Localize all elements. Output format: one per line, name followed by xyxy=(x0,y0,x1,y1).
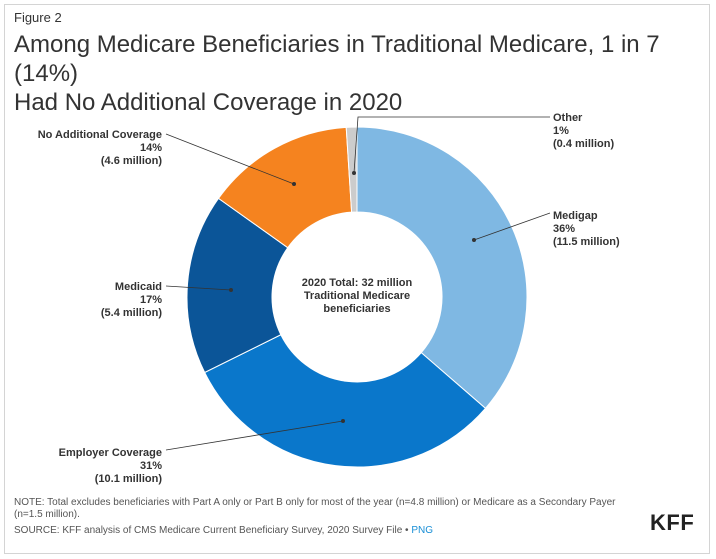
other-label-value: (0.4 million) xyxy=(553,138,614,150)
no-additional-coverage-label-percent: 14% xyxy=(140,142,162,154)
slice-medigap xyxy=(356,126,528,410)
leader-dot-medicaid xyxy=(229,288,233,292)
leader-dot-other xyxy=(352,171,356,175)
no-additional-coverage-label-value: (4.6 million) xyxy=(101,155,162,167)
leader-dot-employer-coverage xyxy=(341,419,345,423)
medigap-label-value: (11.5 million) xyxy=(553,236,620,248)
chart-note: NOTE: Total excludes beneficiaries with … xyxy=(14,497,616,520)
source-text: SOURCE: KFF analysis of CMS Medicare Cur… xyxy=(14,525,412,536)
center-text-line-2: Traditional Medicare xyxy=(304,290,410,302)
other-label-name: Other xyxy=(553,112,583,124)
employer-coverage-label-value: (10.1 million) xyxy=(95,473,163,485)
chart-title: Among Medicare Beneficiaries in Traditio… xyxy=(14,30,694,117)
medicaid-label-percent: 17% xyxy=(140,294,162,306)
leader-line-employer-coverage xyxy=(165,420,344,451)
medigap-label-name: Medigap xyxy=(553,210,598,222)
employer-coverage-label-percent: 31% xyxy=(140,460,162,472)
employer-coverage-label-name: Employer Coverage xyxy=(59,447,162,459)
medicaid-label-value: (5.4 million) xyxy=(101,307,162,319)
slice-medicaid xyxy=(186,197,289,374)
medigap-label-percent: 36% xyxy=(553,223,575,235)
chart-source: SOURCE: KFF analysis of CMS Medicare Cur… xyxy=(14,525,634,537)
center-text-line-1: 2020 Total: 32 million xyxy=(302,277,413,289)
no-additional-coverage-label-name: No Additional Coverage xyxy=(38,129,162,141)
slice-other xyxy=(345,126,358,213)
kff-logo: KFF xyxy=(650,510,695,535)
leader-dot-medigap xyxy=(472,238,476,242)
leader-line-medicaid xyxy=(165,285,232,291)
chart-title-line-1: Among Medicare Beneficiaries in Traditio… xyxy=(14,31,660,87)
leader-line-no-additional-coverage xyxy=(165,133,295,185)
png-download-link[interactable]: PNG xyxy=(411,525,434,536)
chart-title-line-2: Had No Additional Coverage in 2020 xyxy=(14,89,403,116)
other-label-percent: 1% xyxy=(553,125,569,137)
medicaid-label-name: Medicaid xyxy=(115,281,162,293)
leader-line-other xyxy=(353,116,550,174)
leader-dot-no-additional-coverage xyxy=(292,182,296,186)
slice-employer-coverage xyxy=(204,334,487,468)
leader-line-medigap xyxy=(473,212,551,241)
center-text-line-3: beneficiaries xyxy=(323,303,390,315)
figure-label: Figure 2 xyxy=(14,10,62,25)
